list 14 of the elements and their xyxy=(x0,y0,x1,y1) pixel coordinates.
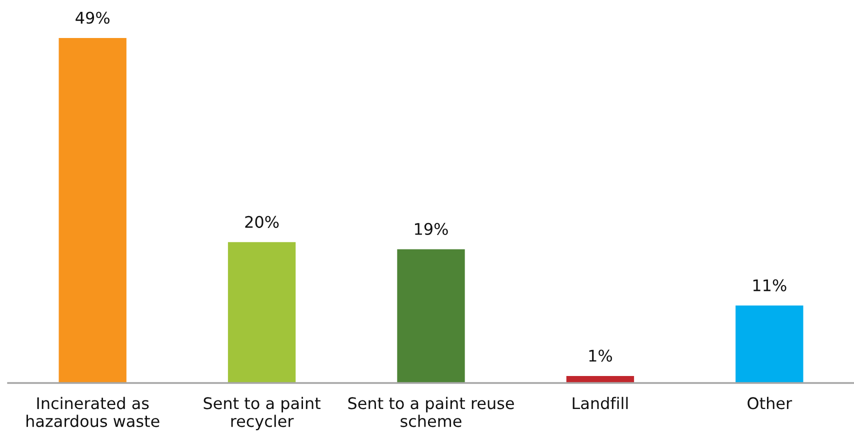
data-label: 11% xyxy=(753,279,786,292)
data-label: 1% xyxy=(589,350,612,362)
bar xyxy=(736,306,804,383)
bar xyxy=(58,38,126,383)
x-tick-label: Sent to a paint recycler xyxy=(204,396,320,430)
x-tick-label: Sent to a paint reuse scheme xyxy=(348,396,514,428)
x-tick-label: Incinerated as hazardous waste xyxy=(26,396,160,428)
data-label: 19% xyxy=(415,222,448,236)
x-tick-label: Other xyxy=(748,396,792,410)
x-tick-label: Landfill xyxy=(572,396,628,410)
data-label: 20% xyxy=(245,216,279,228)
bar xyxy=(228,242,296,383)
data-label: 49% xyxy=(76,12,110,24)
bar xyxy=(397,249,465,383)
